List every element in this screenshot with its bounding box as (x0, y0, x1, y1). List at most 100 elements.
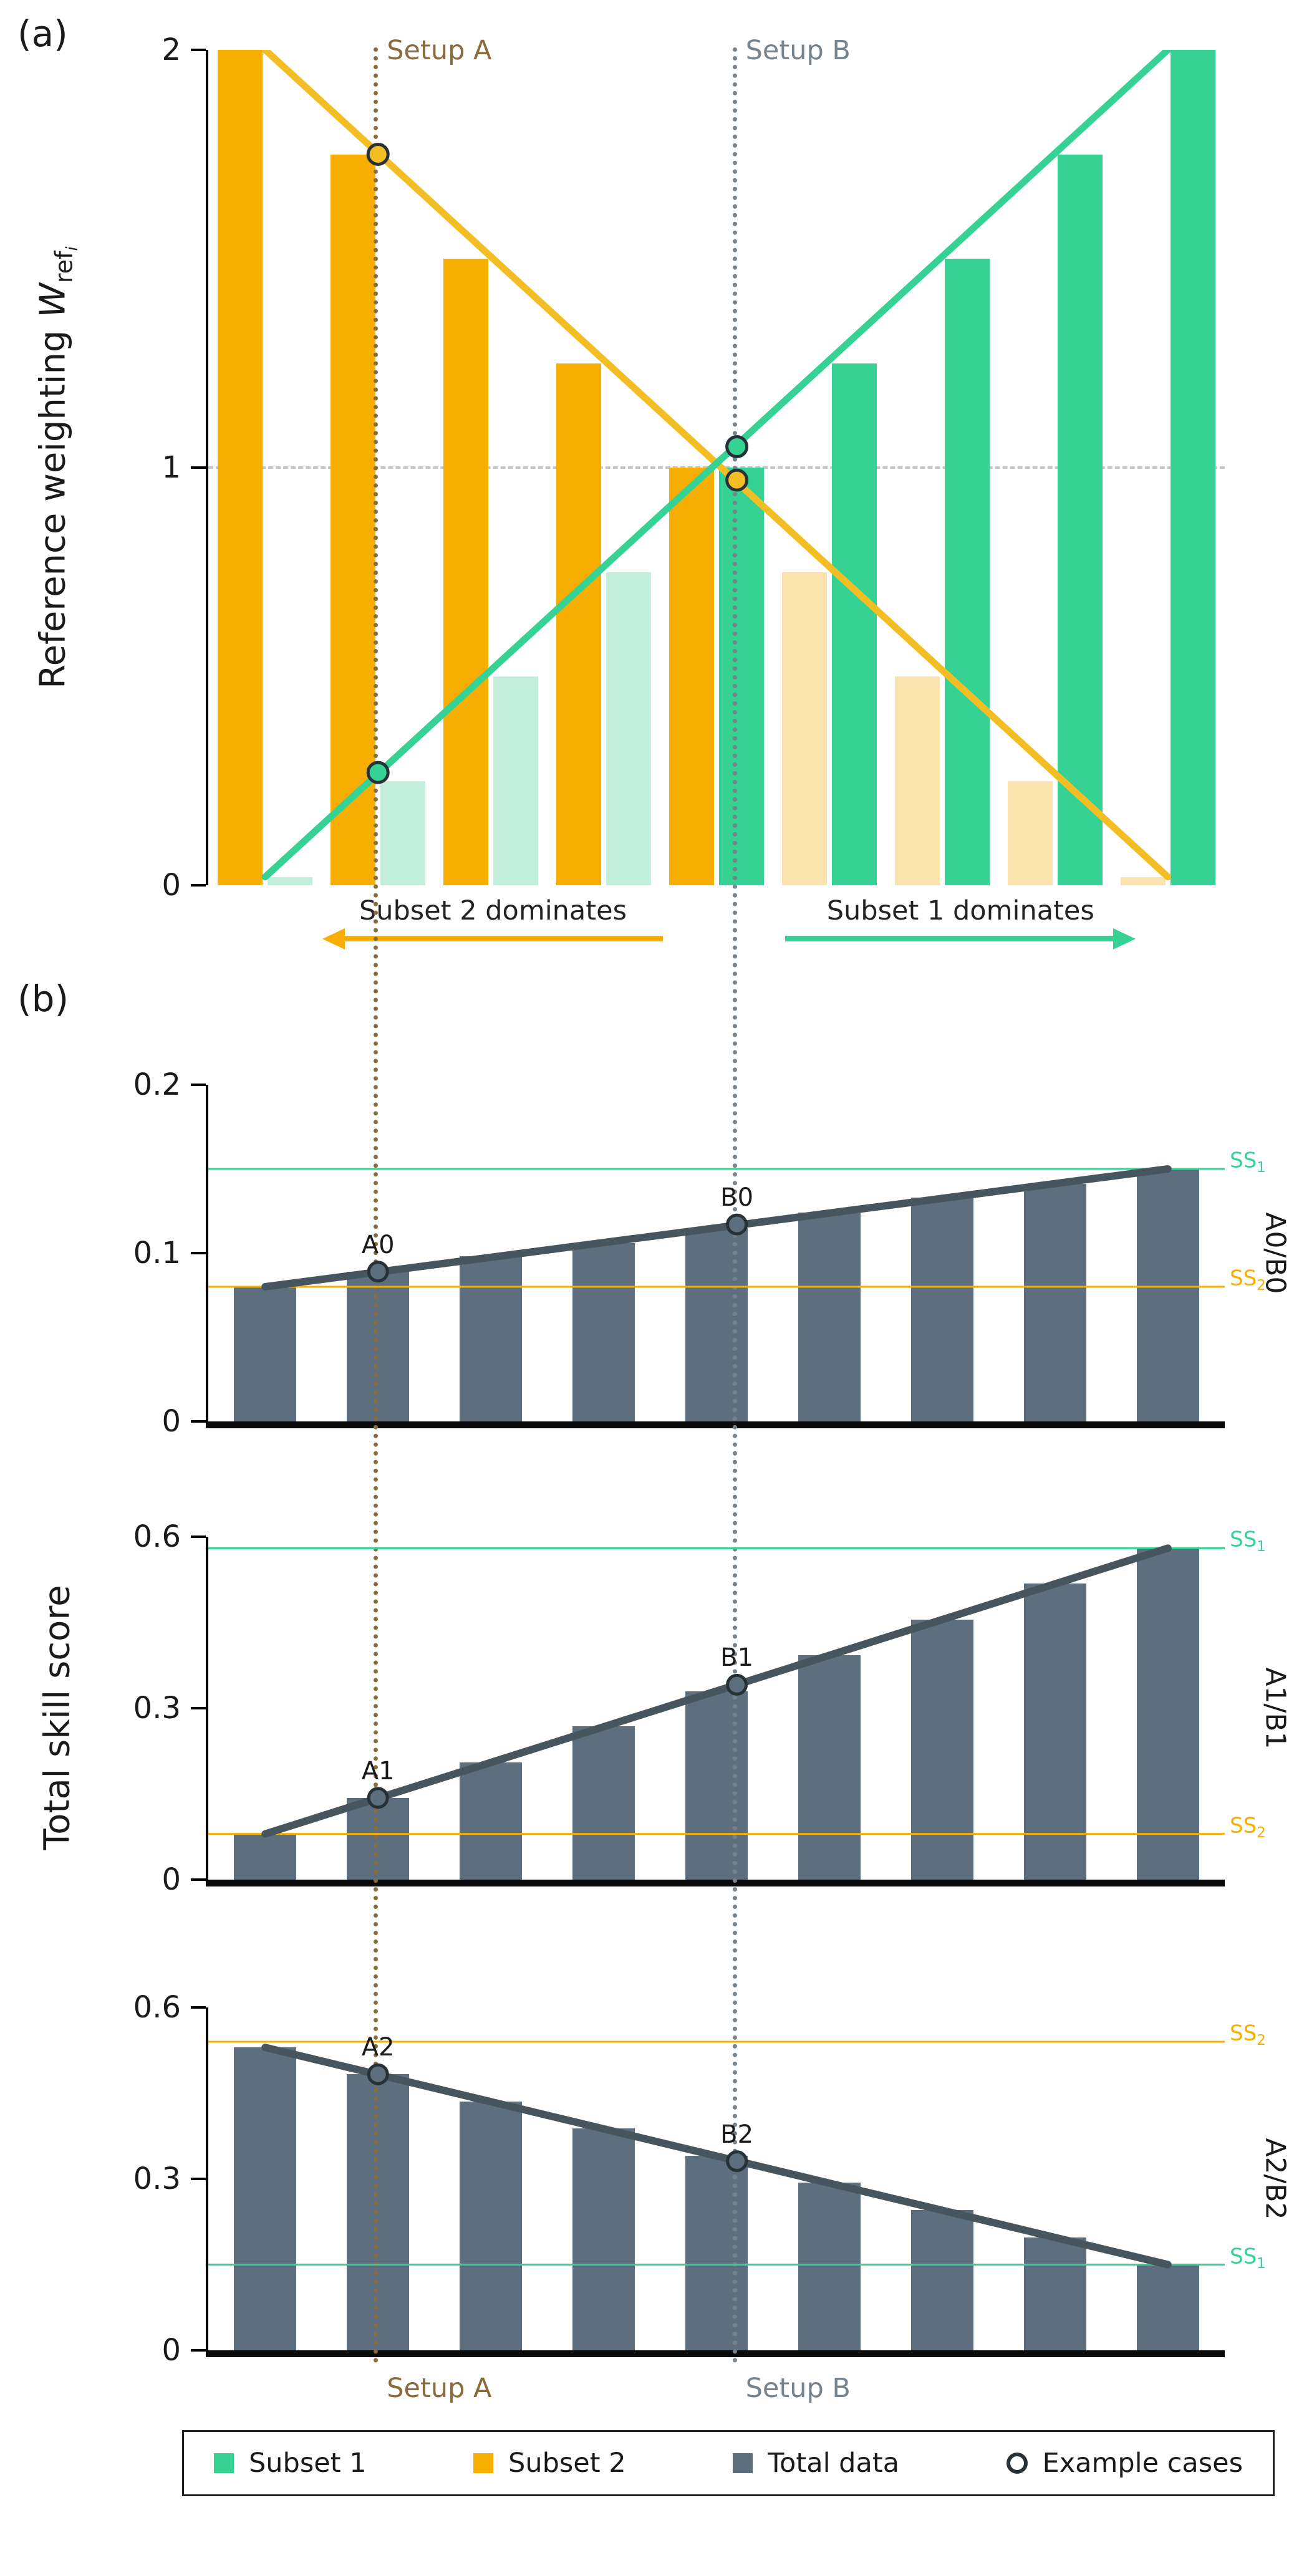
example-case-point (367, 2063, 389, 2085)
y-tick-mark (191, 2178, 206, 2180)
total-data-bar (1023, 2237, 1086, 2350)
example-case-point (726, 1213, 748, 1236)
legend-label-total-data: Total data (768, 2448, 900, 2479)
setup-b-label-top: Setup B (745, 35, 851, 66)
total-data-swatch-icon (733, 2453, 753, 2473)
i-subscript: i (63, 246, 82, 251)
total-data-bar (798, 1213, 861, 1421)
subset2-weight-bar (443, 259, 489, 885)
i-subscript-text: i (63, 246, 82, 251)
example-case-point (726, 2150, 748, 2173)
total-data-bar (910, 1619, 973, 1880)
total-data-bar (798, 1655, 861, 1880)
subset1-weight-bar (1057, 154, 1103, 885)
total-data-bar (1023, 1584, 1086, 1880)
ss2-label: SS2 (1230, 2021, 1266, 2049)
skill-score-plot-a1b1: A1 B1 0 0.3 0.6 (133, 1519, 1225, 1897)
example-case-circle-icon (1006, 2453, 1028, 2474)
example-case-label: B2 (720, 2120, 754, 2149)
example-case-point (367, 1787, 389, 1809)
total-data-bar (685, 2156, 748, 2350)
subset2-weight-bar (218, 50, 263, 885)
total-data-bar (1136, 1548, 1199, 1880)
legend-label-example-cases: Example cases (1042, 2448, 1243, 2479)
total-data-bar (910, 1197, 973, 1421)
y-tick-label: 0 (162, 868, 181, 903)
subset2-weight-bar (556, 363, 602, 885)
ss1-label: SS1 (1230, 1527, 1266, 1555)
legend-item-total-data: Total data (733, 2448, 899, 2479)
ss1-label: SS1 (1230, 1148, 1266, 1176)
panel-b-label: (b) (17, 978, 69, 1020)
y-tick-label: 0.1 (133, 1236, 181, 1271)
total-data-bar (910, 2210, 973, 2350)
setup-b-label-bottom: Setup B (745, 2373, 851, 2404)
subset2-dominates-arrow (340, 936, 664, 941)
subset1-swatch-icon (214, 2453, 234, 2473)
legend-item-subset2: Subset 2 (473, 2448, 626, 2479)
subset1-weight-bar (268, 877, 313, 885)
y-tick-label: 2 (162, 32, 181, 67)
example-case-label: B0 (720, 1183, 754, 1213)
y-tick-label: 0 (162, 1862, 181, 1897)
subset1-weighting-line (261, 50, 1172, 881)
subset2-weight-bar (781, 572, 827, 885)
panel-b-y-axis-label: Total skill score (37, 1585, 78, 1850)
total-data-bar (798, 2183, 861, 2350)
y-tick-mark (191, 1084, 206, 1086)
setup-b-dotted-line (732, 47, 737, 2364)
example-case-label: A0 (361, 1230, 395, 1259)
total-data-bar (685, 1691, 748, 1880)
ref-subscript: refi (50, 246, 82, 284)
chart-right-label-a0b0: A0/B0 (1259, 1212, 1289, 1294)
total-data-bar (347, 2074, 410, 2350)
total-data-bar (234, 2047, 297, 2350)
w-symbol: W (32, 283, 74, 318)
total-data-bar (460, 1762, 523, 1880)
example-case-point (726, 1673, 748, 1696)
setup-a-label-top: Setup A (387, 35, 492, 66)
subset2-weight-bar (1007, 781, 1053, 885)
subset1-dominates-label: Subset 1 dominates (826, 895, 1094, 926)
example-case-point (725, 435, 749, 458)
y-tick-mark (191, 2349, 206, 2352)
y-tick-label: 0.3 (133, 1691, 181, 1726)
example-case-label: A1 (361, 1756, 395, 1785)
ref-subscript-text: ref (50, 251, 78, 284)
total-data-bar (347, 1797, 410, 1880)
total-data-bar (460, 1256, 523, 1421)
chart-right-label-a2b2: A2/B2 (1259, 2138, 1289, 2220)
arrow-head-icon (322, 928, 345, 949)
example-case-point (366, 143, 390, 166)
subset2-weight-bar (1120, 877, 1166, 885)
subset1-weight-bar (1170, 50, 1215, 885)
example-case-label: B1 (720, 1643, 754, 1673)
y-tick-label: 0.6 (133, 1990, 181, 2025)
total-skill-trend-line (261, 2044, 1172, 2269)
y-tick-label: 0 (162, 1404, 181, 1439)
y-tick-mark (191, 1252, 206, 1254)
total-data-bar (234, 1833, 297, 1880)
y-tick-label: 1 (162, 450, 181, 485)
total-data-bar (460, 2102, 523, 2350)
y-tick-mark (191, 1536, 206, 1538)
subset2-weight-bar (669, 468, 714, 885)
total-skill-trend-line (261, 1165, 1172, 1290)
total-data-bar (572, 1726, 635, 1880)
y-tick-mark (191, 1878, 206, 1881)
total-data-bar (572, 1242, 635, 1421)
subset2-weight-bar (894, 676, 940, 885)
total-data-bar (347, 1271, 410, 1421)
subset2-swatch-icon (473, 2453, 494, 2473)
total-skill-trend-line (261, 1544, 1172, 1838)
total-data-bar (685, 1228, 748, 1421)
legend-label-subset1: Subset 1 (249, 2448, 367, 2479)
subset1-dominates-arrow (785, 936, 1119, 941)
y-tick-mark (191, 1707, 206, 1709)
ss2-label: SS2 (1230, 1813, 1266, 1841)
reference-weighting-plot: 0 1 2 (162, 32, 1225, 903)
subset1-weight-bar (380, 781, 426, 885)
setup-a-label-bottom: Setup A (387, 2373, 492, 2404)
total-data-bar (572, 2128, 635, 2350)
setup-a-dotted-line (374, 47, 379, 2364)
